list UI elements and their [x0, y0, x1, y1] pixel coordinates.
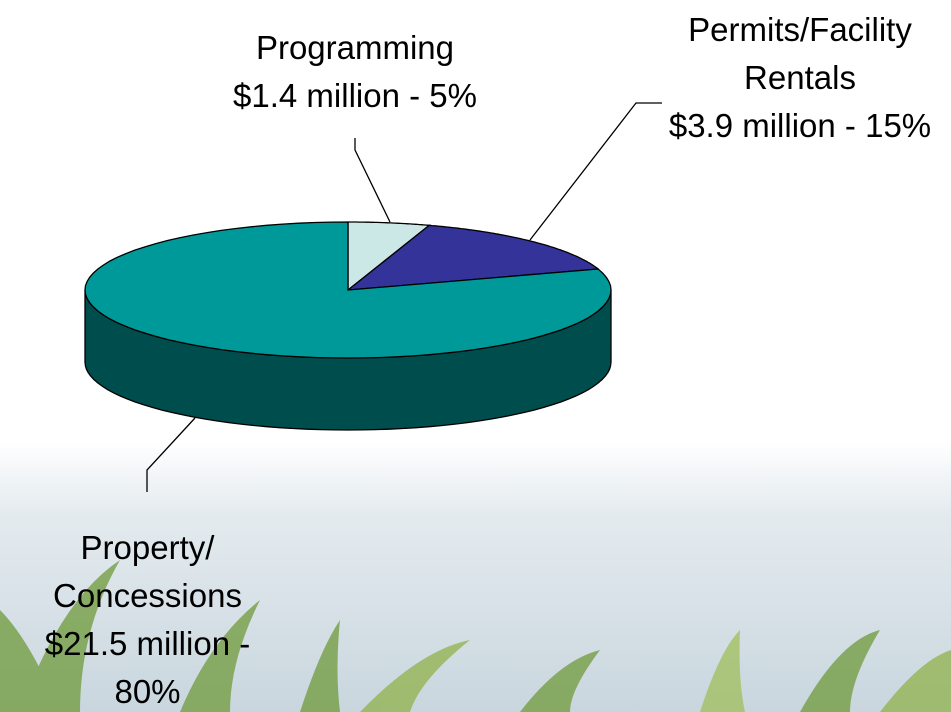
value-label: $3.9 million - 15% [655, 102, 945, 150]
slice-label: Permits/Facility Rentals$3.9 million - 1… [655, 6, 945, 150]
slice-label: Property/ Concessions$21.5 million - 80% [10, 524, 285, 712]
category-label: Programming [190, 24, 520, 72]
value-label: $1.4 million - 5% [190, 72, 520, 120]
value-label: $21.5 million - 80% [10, 620, 285, 712]
category-label: Permits/Facility Rentals [655, 6, 945, 102]
category-label: Property/ Concessions [10, 524, 285, 620]
slice-label: Programming$1.4 million - 5% [190, 24, 520, 120]
slide: Programming$1.4 million - 5% Permits/Faci… [0, 0, 951, 712]
